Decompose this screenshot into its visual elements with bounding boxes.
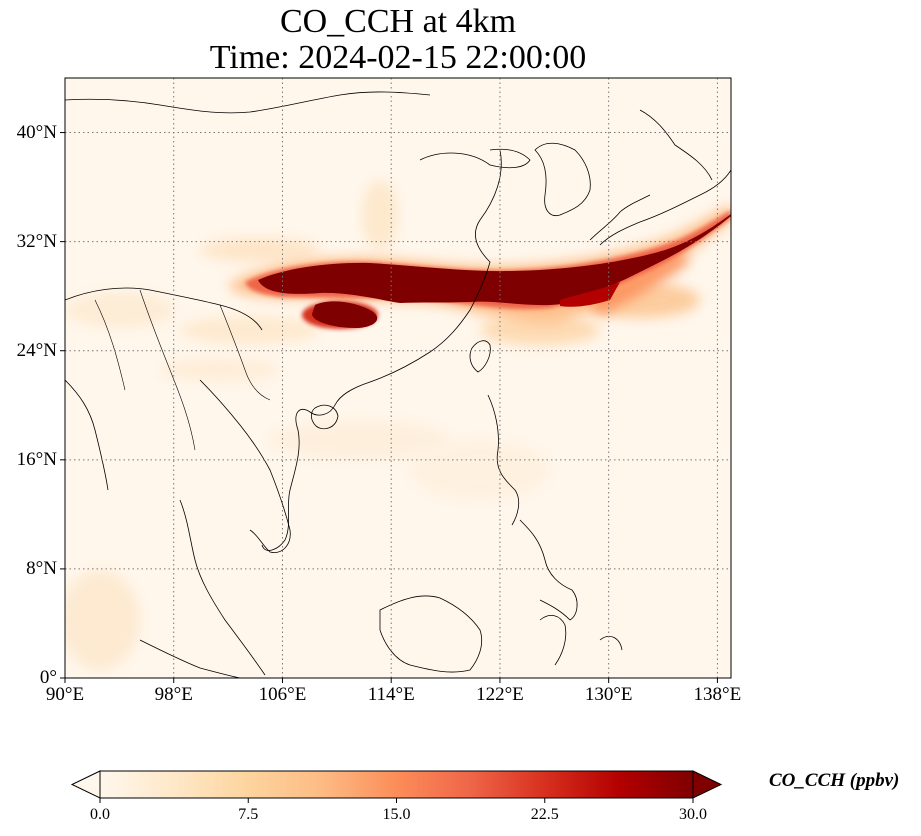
y-tick-label: 8°N bbox=[26, 557, 57, 579]
plot-subtitle-time: Time: 2024-02-15 22:00:00 bbox=[209, 39, 587, 76]
colorbar-label: CO_CCH (ppbv) bbox=[769, 770, 900, 791]
y-tick-label: 32°N bbox=[16, 230, 57, 252]
x-tick-label: 114°E bbox=[367, 684, 415, 705]
colorbar-tick-label: 15.0 bbox=[382, 806, 411, 823]
colorbar-max-extension bbox=[692, 770, 723, 799]
colorbar-tick-label: 7.5 bbox=[238, 806, 259, 823]
colorbar-min-extension bbox=[70, 770, 101, 799]
y-tick-label: 40°N bbox=[16, 121, 57, 143]
coastlines-and-borders bbox=[65, 91, 731, 678]
map-frame bbox=[64, 77, 732, 679]
colorbar-tick-label: 30.0 bbox=[679, 806, 707, 823]
y-tick-label: 24°N bbox=[16, 339, 57, 361]
colorbar-tick-marks bbox=[99, 798, 694, 803]
x-tick-label: 122°E bbox=[476, 684, 524, 705]
gridlines bbox=[65, 78, 731, 678]
x-tick-label: 98°E bbox=[154, 684, 193, 705]
x-tick-label: 130°E bbox=[584, 684, 633, 705]
tick-marks bbox=[60, 132, 718, 683]
colorbar-tick-label: 22.5 bbox=[530, 806, 559, 823]
colorbar-tick-label: 0.0 bbox=[90, 806, 110, 823]
x-tick-label: 138°E bbox=[693, 684, 742, 705]
plot-title: CO_CCH at 4km bbox=[279, 3, 517, 40]
y-tick-label: 16°N bbox=[16, 448, 57, 470]
map-panel bbox=[60, 77, 732, 683]
x-tick-label: 90°E bbox=[45, 684, 85, 705]
x-tick-label: 106°E bbox=[258, 684, 307, 705]
co-plume-core bbox=[258, 214, 731, 328]
y-tick-label: 0° bbox=[39, 667, 57, 688]
colorbar-body bbox=[99, 770, 694, 799]
